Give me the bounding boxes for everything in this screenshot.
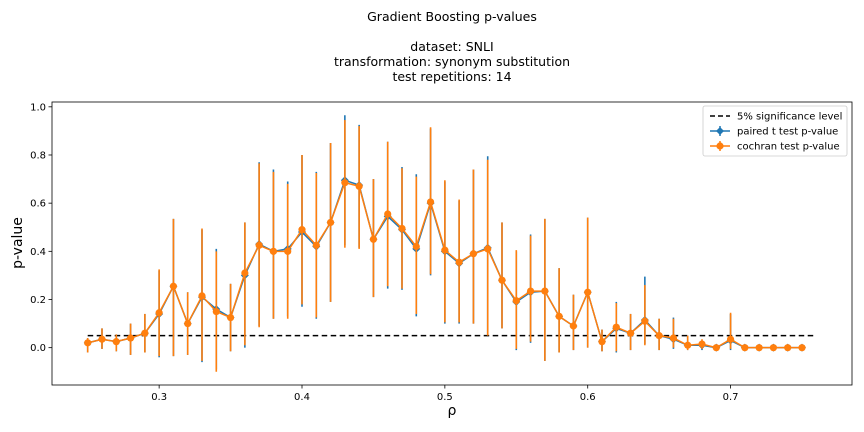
x-tick-label: 0.5	[437, 392, 453, 403]
x-tick-label: 0.7	[723, 392, 739, 403]
y-tick-label: 0.2	[30, 295, 46, 306]
data-point	[226, 313, 235, 322]
y-tick-label: 0.6	[30, 199, 46, 210]
data-point	[312, 241, 320, 249]
data-point	[441, 246, 449, 254]
title-line: Gradient Boosting p-values	[367, 9, 537, 24]
data-point	[269, 247, 278, 255]
legend-label: cochran test p-value	[737, 142, 840, 153]
data-point	[212, 307, 220, 316]
y-axis-label: p-value	[10, 217, 26, 269]
data-point	[484, 245, 492, 253]
data-point	[384, 210, 392, 218]
data-point	[426, 198, 435, 206]
data-point	[541, 287, 549, 295]
data-point	[169, 282, 178, 290]
series-cochran-test	[84, 120, 806, 372]
data-point	[98, 335, 106, 343]
data-point	[341, 179, 349, 187]
y-tick-label: 1.0	[30, 102, 46, 113]
title-line: transformation: synonym substitution	[334, 54, 570, 69]
data-point	[498, 276, 506, 284]
data-point	[126, 334, 135, 342]
title-line: test repetitions: 14	[392, 69, 511, 84]
data-point	[398, 224, 406, 233]
y-axis: 0.0 0.2 0.4 0.6 0.8 1.0	[30, 102, 52, 354]
data-point	[698, 340, 706, 348]
data-point	[298, 226, 306, 234]
legend-label: 5% significance level	[737, 112, 842, 123]
y-tick-label: 0.0	[30, 343, 46, 354]
data-point	[798, 344, 806, 352]
data-point	[555, 312, 563, 320]
data-point	[784, 344, 792, 352]
x-axis-label: ρ	[448, 403, 457, 419]
legend-item: paired t test p-value	[710, 126, 838, 138]
x-tick-label: 0.3	[151, 392, 167, 403]
data-point	[655, 332, 663, 340]
data-point	[626, 329, 635, 337]
data-point	[684, 341, 692, 349]
legend-marker	[716, 142, 724, 150]
data-point	[598, 338, 606, 346]
data-point	[712, 344, 720, 352]
data-point	[526, 287, 535, 295]
data-point	[198, 292, 206, 300]
y-tick-label: 0.4	[30, 247, 46, 258]
legend-box	[702, 105, 848, 157]
data-point	[469, 250, 478, 258]
y-tick-label: 0.8	[30, 150, 46, 161]
data-point	[412, 242, 420, 251]
legend-marker	[716, 127, 724, 135]
data-point	[512, 297, 520, 305]
data-point	[241, 269, 249, 277]
legend-item: 5% significance level	[710, 112, 842, 123]
x-tick-label: 0.4	[294, 392, 310, 403]
data-point	[369, 235, 378, 243]
x-tick-label: 0.6	[580, 392, 596, 403]
data-point	[455, 258, 463, 266]
data-point	[612, 323, 620, 331]
data-point	[184, 319, 192, 328]
data-point	[641, 317, 649, 325]
data-point	[755, 344, 763, 352]
data-point	[584, 288, 592, 296]
data-point	[769, 344, 778, 352]
data-point	[355, 182, 363, 190]
legend-label: paired t test p-value	[737, 127, 838, 138]
data-point	[155, 309, 163, 317]
data-point	[284, 247, 292, 255]
data-point	[669, 334, 678, 342]
data-point	[741, 344, 749, 352]
x-axis: 0.3 0.4 0.5 0.6 0.7	[151, 385, 739, 403]
axes-frame	[51, 101, 853, 386]
data-point	[84, 339, 92, 347]
legend: 5% significance level paired t test p-val…	[702, 105, 848, 157]
data-point	[141, 329, 149, 337]
data-point	[255, 241, 263, 249]
data-point	[726, 335, 735, 343]
data-point	[569, 322, 578, 330]
plot-area	[83, 115, 817, 372]
data-point	[326, 218, 335, 227]
data-point	[112, 338, 120, 346]
title-line: dataset: SNLI	[410, 39, 493, 54]
legend-item: cochran test p-value	[710, 141, 840, 153]
